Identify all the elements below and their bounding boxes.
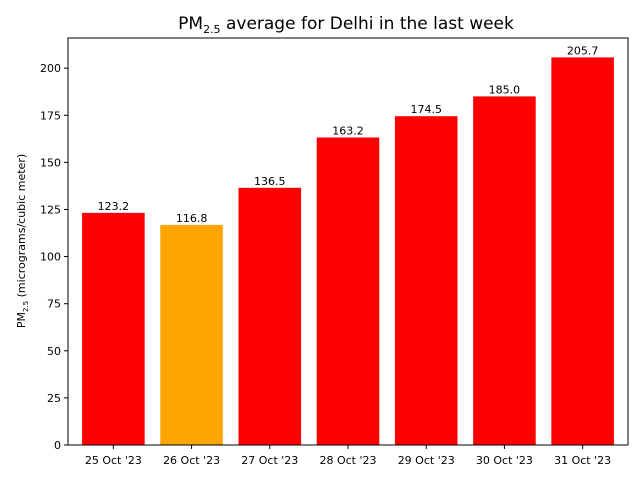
bar (473, 96, 536, 445)
y-axis-label-subscript: 2.5 (22, 301, 30, 312)
bar-value-label: 205.7 (567, 44, 599, 57)
bar (238, 187, 302, 446)
bar (82, 212, 145, 445)
x-tick-label: 27 Oct '23 (241, 454, 298, 467)
bar-value-label: 163.2 (332, 124, 364, 137)
axes-frame (67, 37, 629, 446)
bar-value-label: 185.0 (489, 83, 521, 96)
bar (316, 137, 380, 446)
x-tick-label: 30 Oct '23 (476, 454, 533, 467)
chart-title-suffix: average for Delhi in the last week (221, 14, 514, 34)
bar-value-label: 174.5 (410, 103, 442, 116)
y-tick-label: 200 (40, 62, 61, 75)
bar-value-label: 136.5 (254, 175, 286, 188)
y-axis-label: PM2.5 (micrograms/cubic meter) (15, 154, 30, 328)
y-axis-label-prefix: PM (15, 312, 28, 328)
y-tick-label: 50 (47, 345, 61, 358)
bar-value-label: 116.8 (176, 212, 208, 225)
y-tick-label: 100 (40, 251, 61, 264)
x-tick-label: 26 Oct '23 (163, 454, 220, 467)
x-tick-label: 29 Oct '23 (398, 454, 455, 467)
y-tick-label: 25 (47, 392, 61, 405)
plot-area: 123.2 25 Oct '23 116.8 26 Oct '23 136.5 27 Oc… (40, 44, 614, 467)
x-tick-label: 31 Oct '23 (554, 454, 611, 467)
y-tick-label: 75 (47, 298, 61, 311)
chart-title-subscript: 2.5 (203, 23, 221, 36)
chart-title-prefix: PM (178, 14, 203, 34)
y-axis-label-suffix: (micrograms/cubic meter) (15, 154, 28, 301)
x-tick-label: 25 Oct '23 (85, 454, 142, 467)
y-tick-label: 125 (40, 203, 61, 216)
y-tick-label: 0 (54, 439, 61, 452)
bar (551, 57, 614, 445)
y-tick-label: 150 (40, 156, 61, 169)
bar (160, 224, 223, 445)
chart-title: PM2.5 average for Delhi in the last week (178, 14, 514, 36)
x-tick-label: 28 Oct '23 (319, 454, 376, 467)
bar (394, 116, 458, 445)
y-tick-label: 175 (40, 109, 61, 122)
bar-value-label: 123.2 (98, 200, 130, 213)
